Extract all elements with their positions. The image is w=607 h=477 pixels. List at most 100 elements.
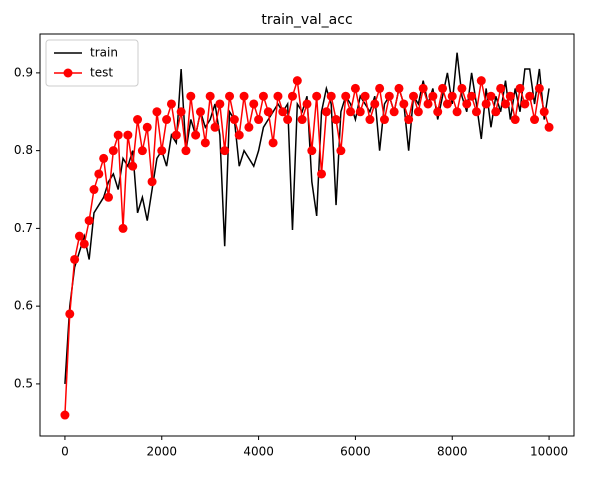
point	[321, 107, 331, 117]
point	[307, 146, 317, 156]
point	[244, 122, 254, 132]
point	[486, 91, 496, 101]
point	[297, 115, 307, 125]
y-tick-label: 0.9	[14, 65, 33, 79]
legend-label: train	[90, 46, 118, 60]
point	[79, 239, 89, 249]
point	[360, 91, 370, 101]
point	[74, 231, 84, 241]
point	[317, 169, 327, 179]
point	[331, 115, 341, 125]
point	[544, 122, 554, 132]
point	[530, 115, 540, 125]
point	[394, 83, 404, 93]
point	[229, 115, 239, 125]
point	[225, 91, 235, 101]
point	[350, 83, 360, 93]
point	[176, 107, 186, 117]
point	[302, 99, 312, 109]
point	[515, 83, 525, 93]
point	[481, 99, 491, 109]
point	[263, 107, 273, 117]
point	[452, 107, 462, 117]
point	[287, 91, 297, 101]
point	[123, 130, 133, 140]
point	[258, 91, 268, 101]
line	[64, 80, 550, 416]
point	[346, 107, 356, 117]
point	[365, 115, 375, 125]
point	[476, 76, 486, 86]
point	[355, 107, 365, 117]
point	[491, 107, 501, 117]
point	[118, 223, 128, 233]
point	[457, 83, 467, 93]
point	[292, 76, 302, 86]
point	[94, 169, 104, 179]
point	[70, 254, 80, 264]
point	[60, 410, 70, 420]
point	[433, 107, 443, 117]
point	[205, 91, 215, 101]
point	[442, 99, 452, 109]
point	[283, 115, 293, 125]
point	[186, 91, 196, 101]
point	[142, 122, 152, 132]
point	[171, 130, 181, 140]
y-tick-label: 0.7	[14, 221, 33, 235]
point	[234, 130, 244, 140]
point	[423, 99, 433, 109]
point	[389, 107, 399, 117]
point	[215, 99, 225, 109]
point	[520, 99, 530, 109]
point	[341, 91, 351, 101]
point	[89, 185, 99, 195]
point	[278, 107, 288, 117]
point	[413, 107, 423, 117]
y-tick-label: 0.5	[14, 376, 33, 390]
point	[166, 99, 176, 109]
point	[104, 192, 114, 202]
point	[133, 115, 143, 125]
point	[418, 83, 428, 93]
point	[137, 146, 147, 156]
point	[210, 122, 220, 132]
point	[312, 91, 322, 101]
point	[336, 146, 346, 156]
series	[60, 76, 554, 420]
point	[384, 91, 394, 101]
y-tick-label: 0.8	[14, 143, 33, 157]
point	[438, 83, 448, 93]
point	[326, 91, 336, 101]
point	[500, 99, 510, 109]
point	[191, 130, 201, 140]
point	[239, 91, 249, 101]
x-tick-label: 0	[61, 445, 69, 459]
point	[147, 177, 157, 187]
point	[467, 91, 477, 101]
point	[471, 107, 481, 117]
point	[496, 83, 506, 93]
point	[162, 115, 172, 125]
point	[510, 115, 520, 125]
point	[447, 91, 457, 101]
point	[505, 91, 515, 101]
point	[375, 83, 385, 93]
point	[268, 138, 278, 148]
point	[273, 91, 283, 101]
point	[254, 115, 264, 125]
x-tick-label: 2000	[146, 445, 177, 459]
point	[409, 91, 419, 101]
point	[379, 115, 389, 125]
x-tick-label: 8000	[437, 445, 468, 459]
point	[99, 153, 109, 163]
point	[399, 99, 409, 109]
point	[128, 161, 138, 171]
plot-frame	[39, 33, 575, 437]
x-tick-label: 6000	[340, 445, 371, 459]
point	[404, 115, 414, 125]
legend-marker	[63, 68, 73, 78]
legend-label: test	[90, 66, 113, 80]
point	[157, 146, 167, 156]
point	[152, 107, 162, 117]
